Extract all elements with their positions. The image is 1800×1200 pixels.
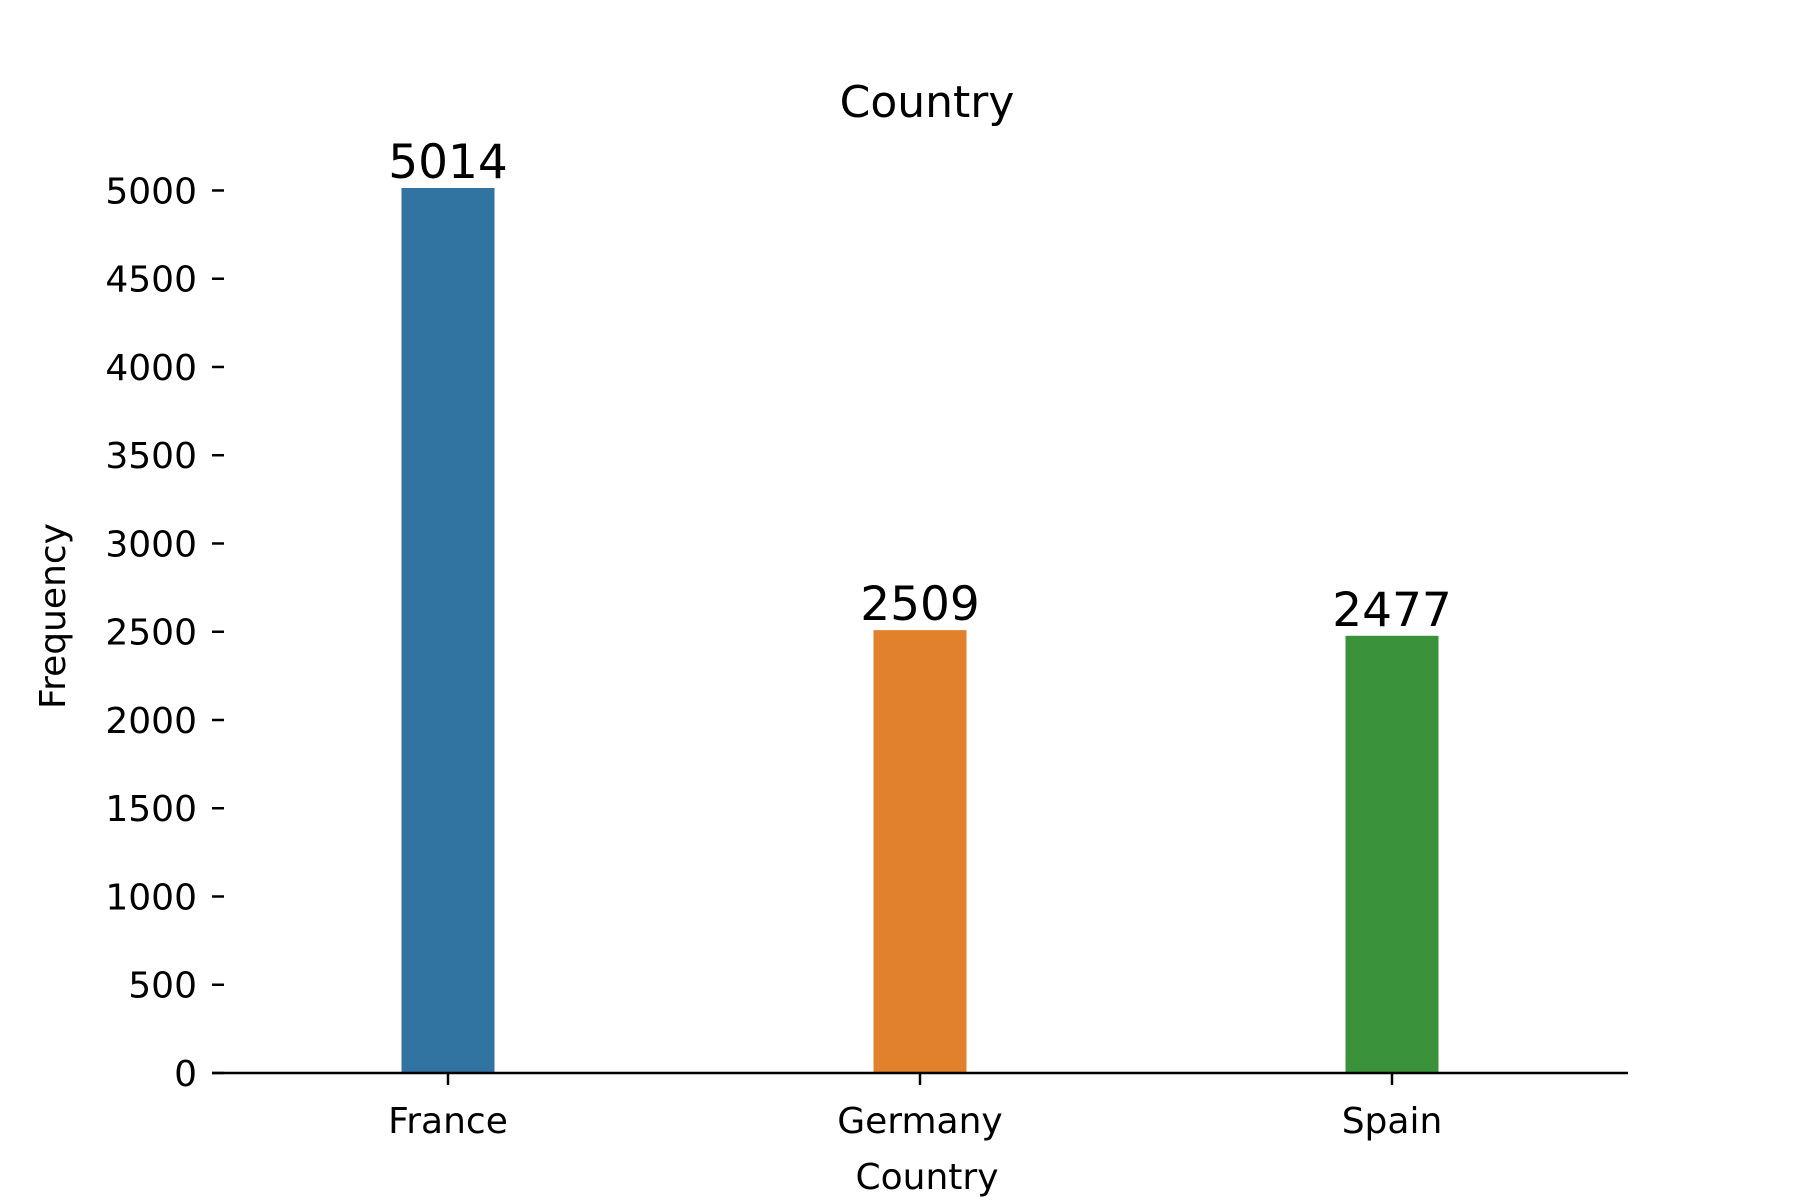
chart-title: Country [840, 77, 1015, 128]
y-tick-label: 0 [174, 1054, 197, 1095]
y-tick-label: 2500 [105, 613, 197, 654]
bar-spain [1345, 635, 1439, 1073]
y-tick-label: 4500 [105, 260, 197, 301]
y-tick-label: 1000 [105, 877, 197, 918]
x-tick-label-spain: Spain [1342, 1101, 1443, 1142]
y-tick-label: 2000 [105, 701, 197, 742]
x-tick-label-germany: Germany [837, 1101, 1002, 1142]
data-label-spain: 2477 [1332, 583, 1452, 638]
y-axis-ticks: 0 500 1000 1500 2000 2500 3000 3500 4000 4500 5000 [105, 171, 224, 1095]
y-tick-label: 5000 [105, 171, 197, 212]
y-tick-label: 3000 [105, 524, 197, 565]
bars: 5014 2509 2477 [388, 135, 1452, 1073]
y-axis-label: Frequency [33, 523, 74, 709]
x-tick-label-france: France [388, 1101, 508, 1142]
data-label-germany: 2509 [860, 577, 980, 632]
x-axis-ticks: France Germany Spain [388, 1073, 1442, 1142]
y-tick-label: 4000 [105, 348, 197, 389]
y-tick-label: 3500 [105, 436, 197, 477]
bar-germany [873, 630, 967, 1073]
y-tick-label: 1500 [105, 789, 197, 830]
y-tick-label: 500 [128, 966, 197, 1007]
bar-france [401, 188, 495, 1073]
data-label-france: 5014 [388, 135, 508, 190]
x-axis-label: Country [855, 1157, 998, 1198]
